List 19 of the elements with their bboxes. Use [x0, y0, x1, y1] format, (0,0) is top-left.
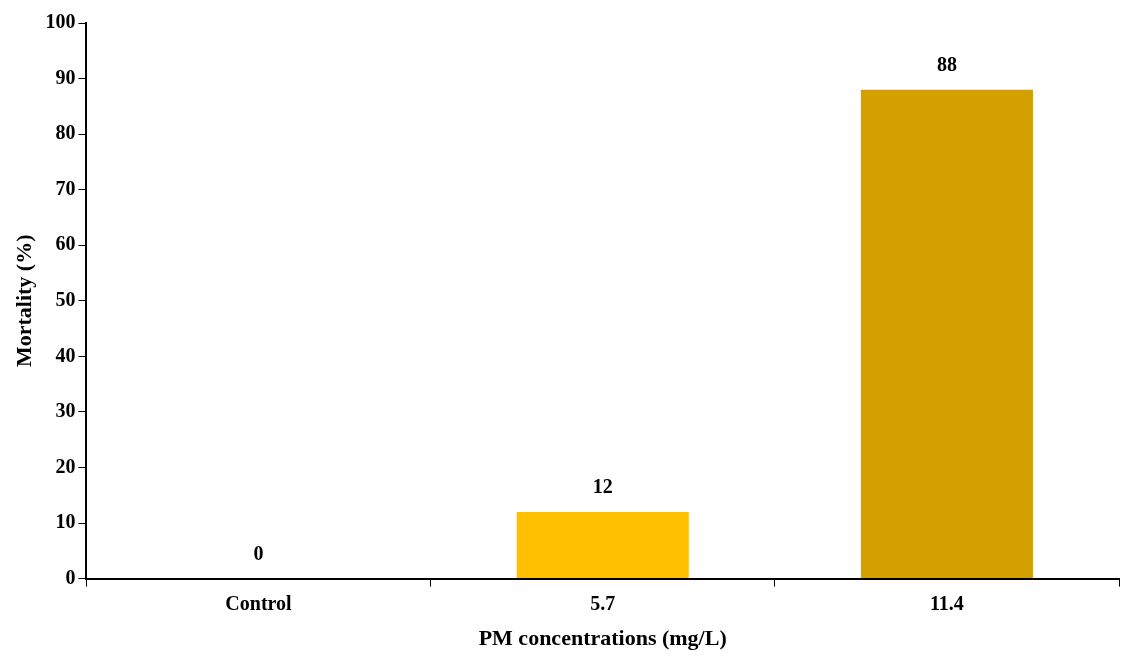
x-tick-label: 5.7 [590, 591, 616, 614]
y-tick-label: 30 [55, 399, 76, 422]
x-axis-title: PM concentrations (mg/L) [478, 625, 727, 651]
y-tick-label: 40 [55, 343, 76, 366]
data-label: 12 [592, 475, 613, 498]
y-tick-label: 20 [55, 454, 76, 477]
y-tick-label: 90 [55, 65, 76, 88]
y-tick-label: 60 [55, 232, 76, 255]
y-tick-label: 100 [45, 10, 76, 33]
y-axis-title: Mortality (%) [10, 234, 36, 368]
data-label: 0 [253, 541, 264, 564]
data-label: 88 [936, 52, 957, 75]
y-tick-label: 50 [55, 287, 76, 310]
y-tick-label: 0 [65, 565, 76, 588]
x-tick-label: Control [225, 591, 293, 614]
y-tick-label: 80 [55, 121, 76, 144]
y-tick-label: 70 [55, 176, 76, 199]
x-tick-label: 11.4 [929, 591, 964, 614]
y-tick-label: 10 [55, 510, 76, 533]
